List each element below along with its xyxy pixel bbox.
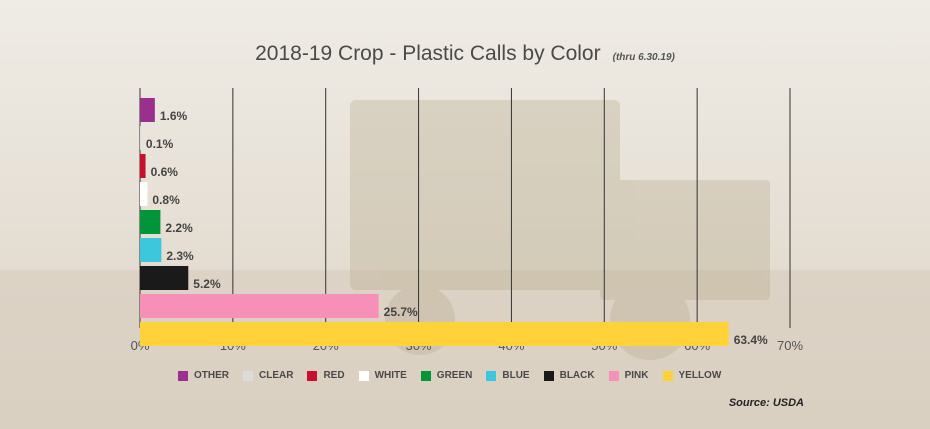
legend-swatch	[662, 370, 673, 381]
legend-item-clear: CLEAR	[243, 370, 293, 381]
bar-pink	[140, 294, 379, 318]
legend-swatch	[420, 370, 431, 381]
source-note: Source: USDA	[728, 397, 804, 409]
bar-clear	[140, 126, 141, 150]
bar-black	[140, 266, 189, 290]
data-label: 0.6%	[151, 165, 179, 179]
legend-item-pink: PINK	[608, 370, 649, 381]
chart-legend: OTHER CLEAR RED WHITE GREEN BLUE BLACK PINK YELL…	[178, 370, 735, 381]
legend-swatch	[307, 370, 318, 381]
legend-label: YELLOW	[678, 370, 722, 381]
legend-item-blue: BLUE	[486, 370, 530, 381]
legend-swatch	[486, 370, 497, 381]
data-label: 0.8%	[152, 193, 180, 207]
legend-item-other: OTHER	[178, 370, 229, 381]
data-label: 5.2%	[193, 277, 221, 291]
legend-item-yellow: YELLOW	[662, 370, 722, 381]
legend-label: WHITE	[374, 370, 407, 381]
data-label: 25.7%	[384, 305, 418, 319]
chart-subtitle: (thru 6.30.19)	[612, 52, 675, 63]
x-tick-label: 70%	[777, 338, 803, 353]
legend-swatch	[608, 370, 619, 381]
bar-yellow	[140, 322, 729, 346]
bar-white	[140, 182, 148, 206]
legend-item-white: WHITE	[358, 370, 407, 381]
data-label: 2.3%	[166, 249, 194, 263]
legend-label: OTHER	[194, 370, 229, 381]
legend-label: BLUE	[502, 370, 530, 381]
legend-item-red: RED	[307, 370, 345, 381]
legend-label: BLACK	[559, 370, 595, 381]
title-text: 2018-19 Crop - Plastic Calls by Color	[255, 42, 601, 65]
bar-other	[140, 98, 155, 122]
legend-swatch	[543, 370, 554, 381]
data-label: 0.1%	[146, 137, 174, 151]
legend-item-green: GREEN	[420, 370, 473, 381]
chart-title: 2018-19 Crop - Plastic Calls by Color (th…	[0, 42, 930, 66]
legend-label: GREEN	[436, 370, 473, 381]
data-label: 1.6%	[160, 109, 188, 123]
legend-label: RED	[323, 370, 345, 381]
legend-swatch	[243, 370, 253, 381]
data-label: 63.4%	[734, 333, 768, 347]
legend-swatch	[358, 370, 369, 381]
bar-blue	[140, 238, 162, 262]
legend-swatch	[178, 370, 188, 381]
bar-red	[140, 154, 146, 178]
legend-label: PINK	[624, 370, 649, 381]
legend-label: CLEAR	[259, 370, 294, 381]
legend-item-black: BLACK	[543, 370, 595, 381]
data-label: 2.2%	[165, 221, 193, 235]
bar-green	[140, 210, 161, 234]
